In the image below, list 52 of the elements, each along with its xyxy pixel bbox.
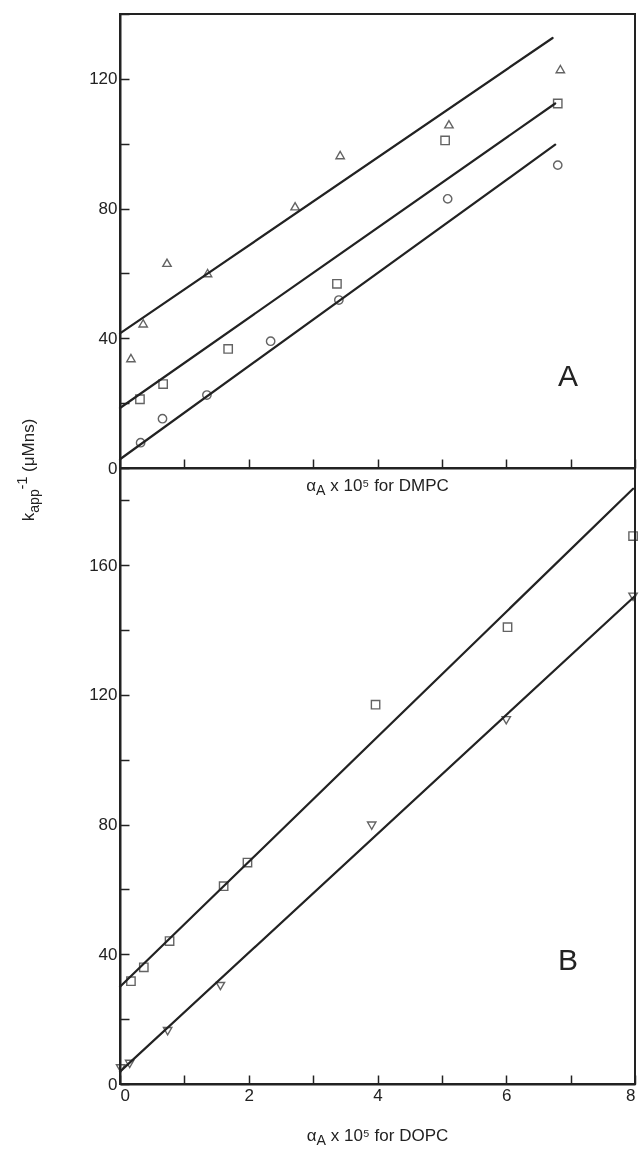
y-tick-label: 120 [89, 685, 118, 705]
point [215, 981, 226, 991]
point [552, 98, 563, 109]
point [628, 531, 638, 541]
point [332, 278, 342, 289]
point [218, 881, 229, 892]
point [162, 1026, 173, 1036]
point [501, 715, 512, 725]
point [242, 857, 253, 868]
y-tick-label: 40 [98, 944, 118, 964]
point [366, 821, 377, 830]
point [126, 976, 136, 987]
point [335, 150, 346, 160]
point [223, 344, 234, 354]
y-tick-label: 160 [89, 555, 118, 575]
point [290, 201, 300, 211]
point [164, 936, 175, 946]
point [135, 394, 145, 405]
point [138, 319, 149, 328]
y-tick-label: 80 [98, 199, 118, 219]
y-tick-label: 80 [98, 815, 118, 835]
point [265, 336, 276, 347]
point [115, 1064, 126, 1073]
x-tick-label: 2 [244, 1085, 254, 1105]
y-tick-label: 0 [108, 458, 118, 478]
point [440, 135, 450, 146]
point [628, 592, 638, 602]
point [126, 353, 136, 363]
point [555, 64, 566, 74]
annotation: A [558, 359, 579, 393]
point [157, 413, 168, 424]
point [202, 268, 213, 278]
x-tick-label: 4 [373, 1085, 383, 1105]
x-tick-label: 8 [626, 1085, 636, 1105]
y-tick-label: 40 [98, 328, 118, 348]
point [333, 295, 344, 305]
point [442, 193, 453, 204]
point [158, 379, 169, 389]
point [202, 390, 212, 400]
y-tick-label: 120 [89, 69, 118, 89]
point [552, 160, 563, 170]
x-tick-label: 6 [502, 1085, 512, 1105]
point [135, 437, 146, 448]
x-axis-title: α$_{A}$ x 10⁵ for DMPC [305, 476, 450, 499]
point [162, 258, 172, 268]
x-axis-title: α$_{A}$ x 10⁵ for DOPC [305, 1126, 450, 1149]
point [370, 699, 381, 710]
point [444, 119, 454, 129]
annotation: B [558, 942, 579, 976]
point [124, 1059, 135, 1069]
point [502, 622, 513, 633]
point [138, 962, 149, 973]
